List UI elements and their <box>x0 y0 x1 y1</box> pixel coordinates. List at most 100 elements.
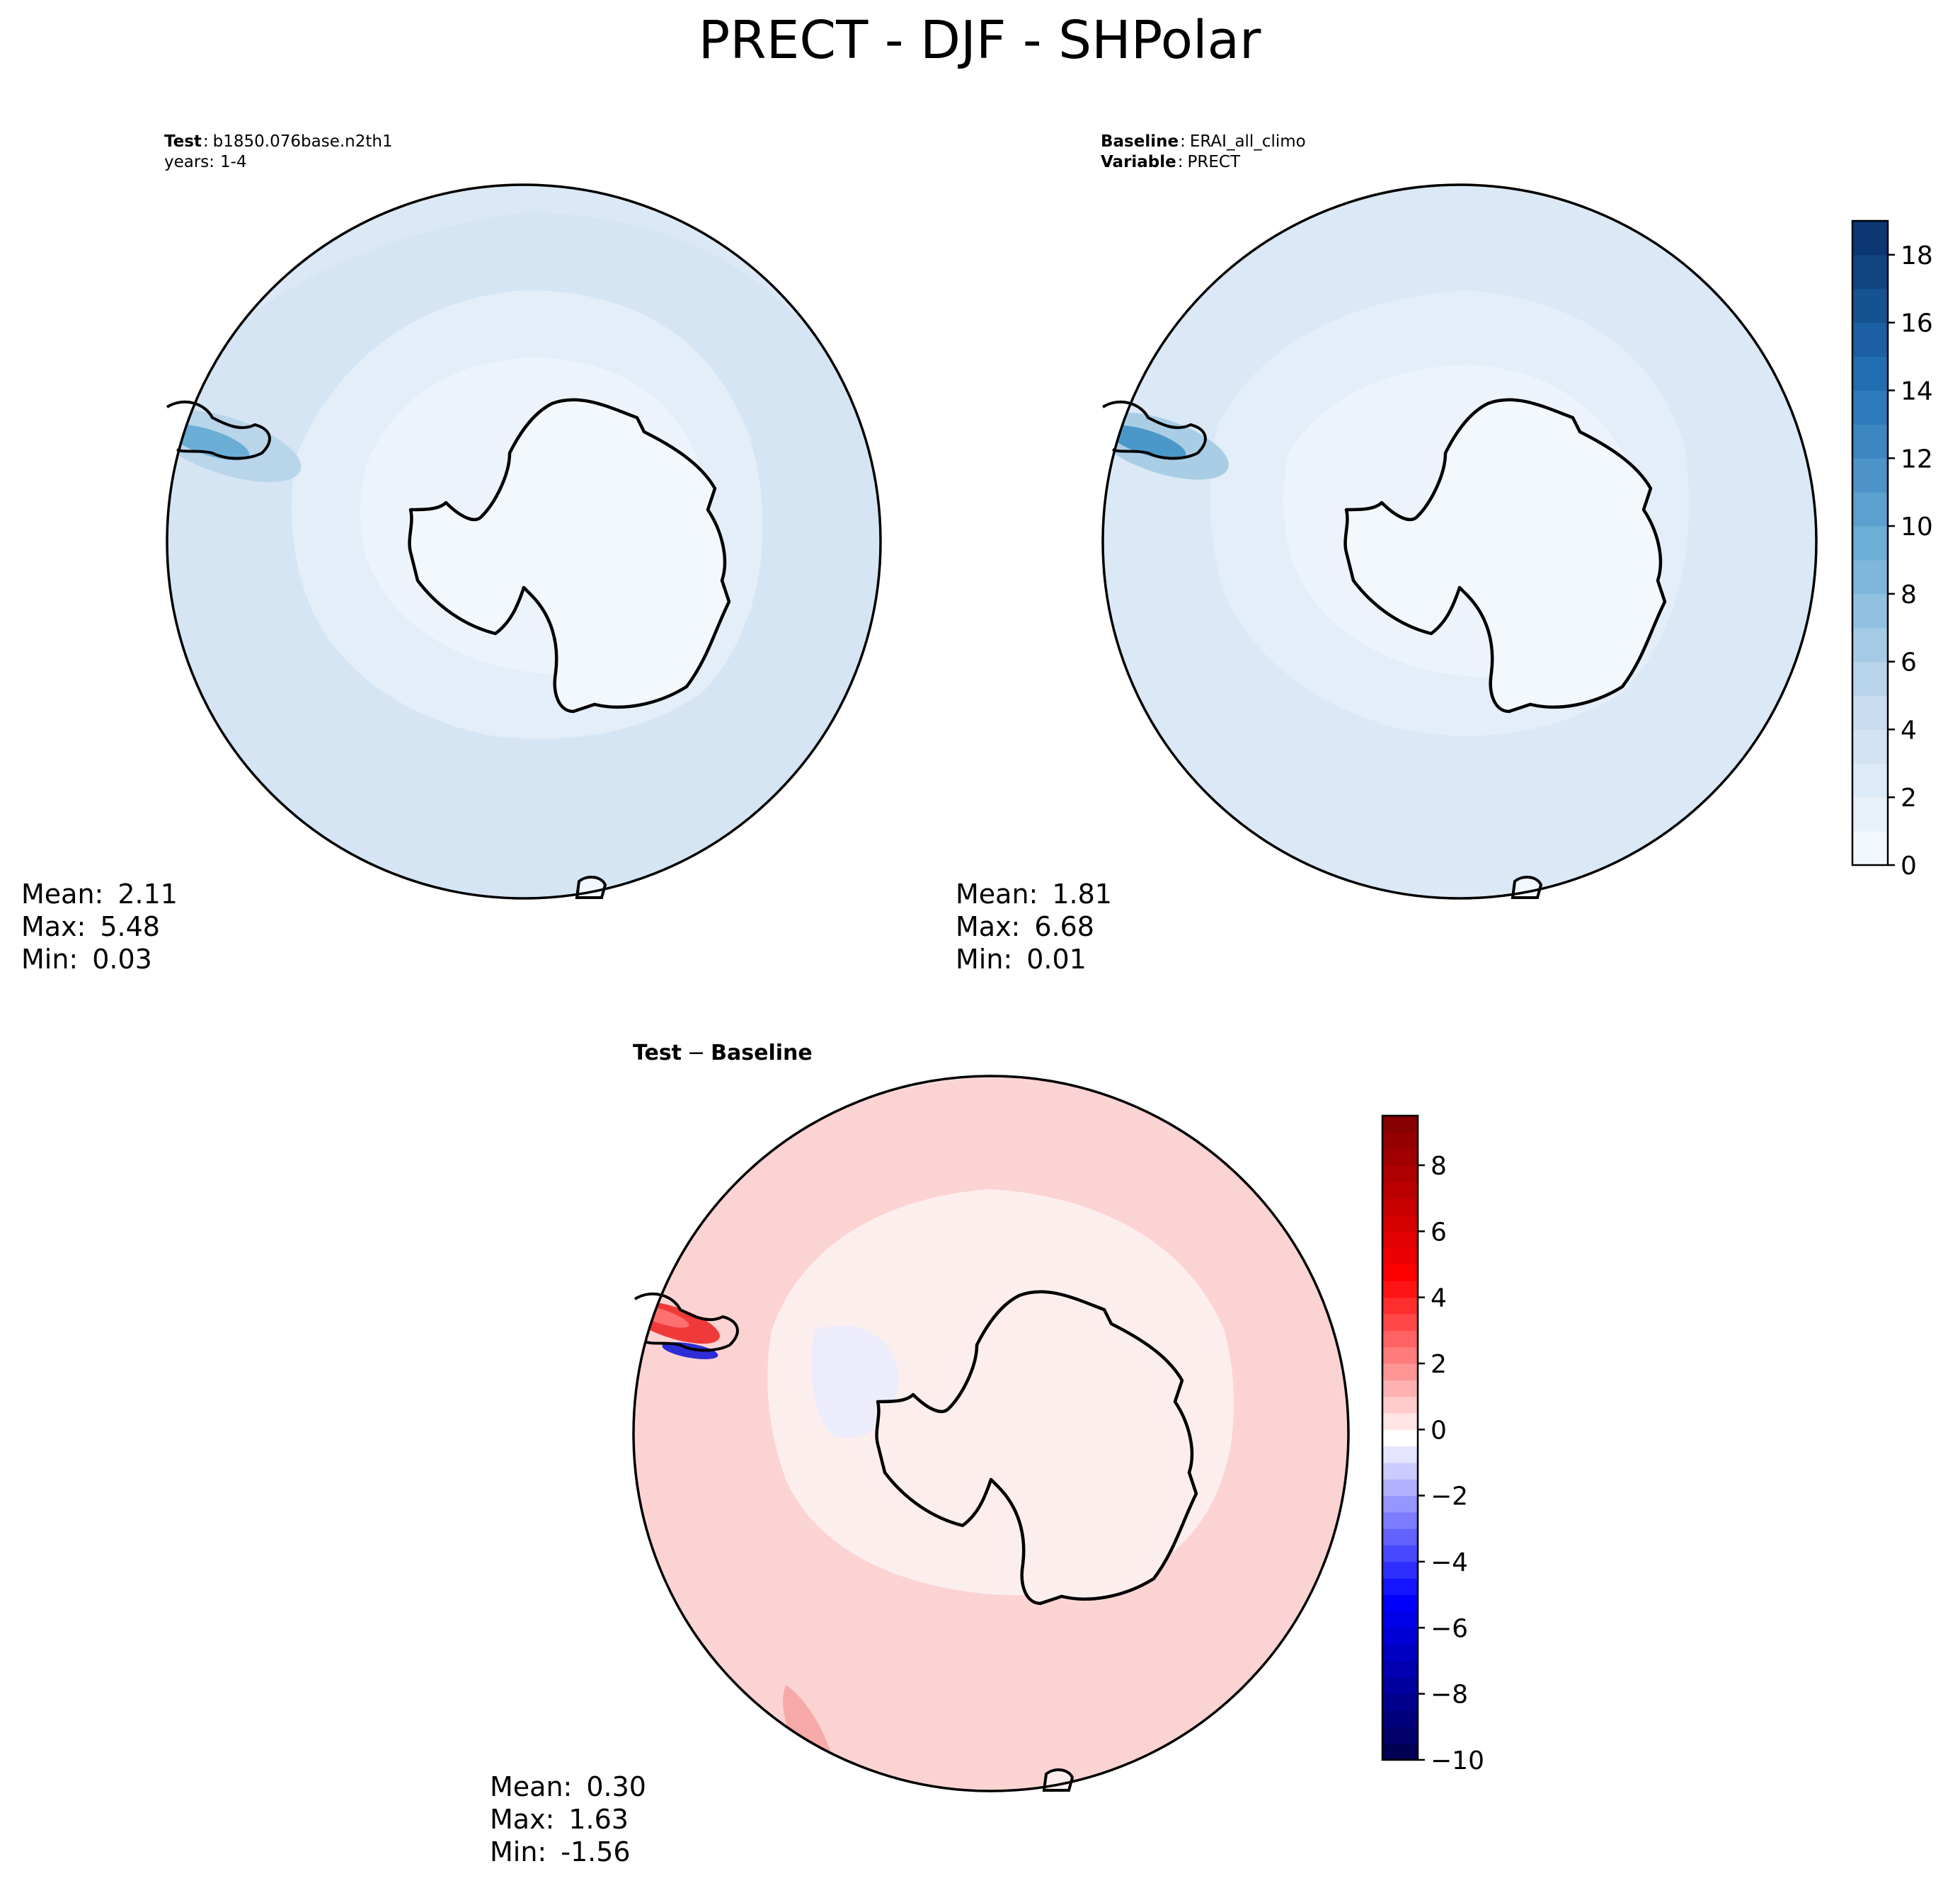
colorbar-level-5 <box>1382 1247 1418 1265</box>
colorbar-frame <box>1381 1114 1419 1761</box>
difference-stats-min: Min: -1.56 <box>490 1836 631 1867</box>
baseline-stats-min: Min: 0.01 <box>956 944 1087 975</box>
colorbar-level-15 <box>1852 322 1888 357</box>
colorbar-level-6 <box>1382 1215 1418 1232</box>
colorbar-tick-label: 16 <box>1901 309 1933 338</box>
test-years-label: years <box>164 153 209 171</box>
colorbar-tick-label: 6 <box>1901 648 1917 677</box>
colorbar-level-neg8p5 <box>1382 1693 1418 1711</box>
colorbar-tick-label: −8 <box>1431 1681 1468 1710</box>
baseline-variable-label: Variable <box>1101 153 1176 171</box>
test-years-value: 1-4 <box>220 153 247 171</box>
colorbar-level-3 <box>1852 729 1888 764</box>
colorbar-tick-label: −6 <box>1431 1614 1468 1643</box>
test-header-label: Test <box>164 132 202 151</box>
difference-header-baseline: Baseline <box>711 1041 813 1065</box>
baseline-variable-value: PRECT <box>1188 153 1241 171</box>
colorbar-level-2 <box>1852 763 1888 798</box>
colorbar-tick-label: 0 <box>1901 852 1917 881</box>
colorbar-level-neg3p5 <box>1382 1528 1418 1546</box>
colorbar-level-14 <box>1852 356 1888 391</box>
test-header-line2: years: 1-4 <box>164 153 247 171</box>
colorbar-tick-label: 8 <box>1901 580 1917 610</box>
colorbar-level-neg0p5 <box>1382 1429 1418 1447</box>
colorbar-level-18 <box>1852 221 1888 256</box>
baseline-header-sep: : <box>1180 132 1186 151</box>
baseline-stats-mean: Mean: 1.81 <box>956 879 1112 910</box>
colorbar-level-neg1p5 <box>1382 1463 1418 1480</box>
colorbar-tick-label: 2 <box>1431 1350 1447 1379</box>
colorbar-level-neg2p5 <box>1382 1495 1418 1513</box>
colorbar-tick-label: 4 <box>1431 1284 1447 1313</box>
difference-stats-mean: Mean: 0.30 <box>490 1771 646 1802</box>
baseline-header-label: Baseline <box>1101 132 1179 151</box>
baseline-map <box>1101 183 1818 900</box>
colorbar-level-4p5 <box>1382 1264 1418 1281</box>
test-stats-mean: Mean: 2.11 <box>21 879 178 910</box>
colorbar-level-0 <box>1852 831 1888 866</box>
colorbar-tick-label: 6 <box>1431 1218 1447 1247</box>
colorbar-level-6p5 <box>1382 1198 1418 1215</box>
colorbar-level-0p5 <box>1382 1396 1418 1414</box>
colorbar-level-neg10 <box>1382 1743 1418 1761</box>
test-years-sep: : <box>209 153 214 171</box>
colorbar-level-7 <box>1382 1182 1418 1199</box>
colorbar-level-neg2 <box>1382 1479 1418 1497</box>
colorbar-level-neg7p5 <box>1382 1661 1418 1678</box>
test-peninsula-coast <box>166 400 271 460</box>
colorbar-level-neg7 <box>1382 1644 1418 1661</box>
colorbar-level-neg6 <box>1382 1611 1418 1628</box>
colorbar-level-7p5 <box>1382 1165 1418 1182</box>
baseline-map-boundary <box>1101 183 1818 900</box>
colorbar-level-16 <box>1852 288 1888 324</box>
test-precip-hotspot-inner <box>168 424 250 461</box>
baseline-variable-sep: : <box>1178 153 1184 171</box>
colorbar-tick-label: 12 <box>1901 445 1933 474</box>
test-map <box>166 183 882 900</box>
colorbar-level-neg8 <box>1382 1677 1418 1695</box>
colorbar-level-3p5 <box>1382 1297 1418 1315</box>
colorbar-level-neg4p5 <box>1382 1562 1418 1579</box>
colorbar-level-3 <box>1382 1314 1418 1331</box>
panel-difference: Test − Baseline Mean: 0.30 Max: 1.63 M <box>490 1041 1484 1867</box>
colorbar-tick-label: −10 <box>1431 1746 1484 1775</box>
colorbar-level-2p5 <box>1382 1330 1418 1348</box>
colorbar-level-10 <box>1852 492 1888 527</box>
colorbar-level-2 <box>1382 1346 1418 1364</box>
colorbar-tick-label: −4 <box>1431 1548 1468 1577</box>
colorbar-level-neg9p5 <box>1382 1727 1418 1744</box>
colorbar-tick-label: −2 <box>1431 1482 1468 1511</box>
figure-title: PRECT - DJF - SHPolar <box>699 10 1261 71</box>
baseline-header-line1: Baseline: ERAI_all_climo <box>1101 132 1306 151</box>
baseline-header-line2: Variable: PRECT <box>1101 153 1241 171</box>
colorbar-tick-label: 4 <box>1901 716 1917 745</box>
colorbar-level-neg9 <box>1382 1710 1418 1727</box>
colorbar-level-8 <box>1382 1148 1418 1166</box>
colorbar-level-6 <box>1852 627 1888 663</box>
colorbar-level-8p5 <box>1382 1132 1418 1150</box>
colorbar-level-neg6p5 <box>1382 1627 1418 1645</box>
test-header-sep: : <box>203 132 209 151</box>
panel-baseline: Baseline: ERAI_all_climo Variable: PRECT M… <box>956 132 1933 975</box>
baseline-peninsula-coast <box>1101 400 1207 460</box>
colorbar-tick-label: 2 <box>1901 784 1917 813</box>
colorbar-level-4 <box>1852 695 1888 730</box>
colorbar-level-neg4 <box>1382 1545 1418 1562</box>
colorbar-level-7 <box>1852 593 1888 629</box>
colorbar-level-12 <box>1852 424 1888 459</box>
difference-hotspot-negative <box>662 1341 718 1360</box>
colorbar-level-1p5 <box>1382 1363 1418 1380</box>
colorbar-level-17 <box>1852 254 1888 290</box>
baseline-precip-hotspot-inner <box>1107 425 1186 460</box>
baseline-stats-max: Max: 6.68 <box>956 911 1094 942</box>
colorbar-level-5p5 <box>1382 1231 1418 1249</box>
test-stats-max: Max: 5.48 <box>21 911 160 942</box>
colorbar-level-0 <box>1382 1413 1418 1430</box>
colorbar-level-1 <box>1852 797 1888 832</box>
colorbar-tick-label: 18 <box>1901 241 1933 270</box>
colorbar-level-13 <box>1852 390 1888 425</box>
colorbar-level-11 <box>1852 458 1888 493</box>
colorbar-tick-label: 14 <box>1901 377 1933 406</box>
colorbar-seismic: −10 −8 −6 −4 −2 0 2 4 6 8 <box>1381 1114 1484 1775</box>
